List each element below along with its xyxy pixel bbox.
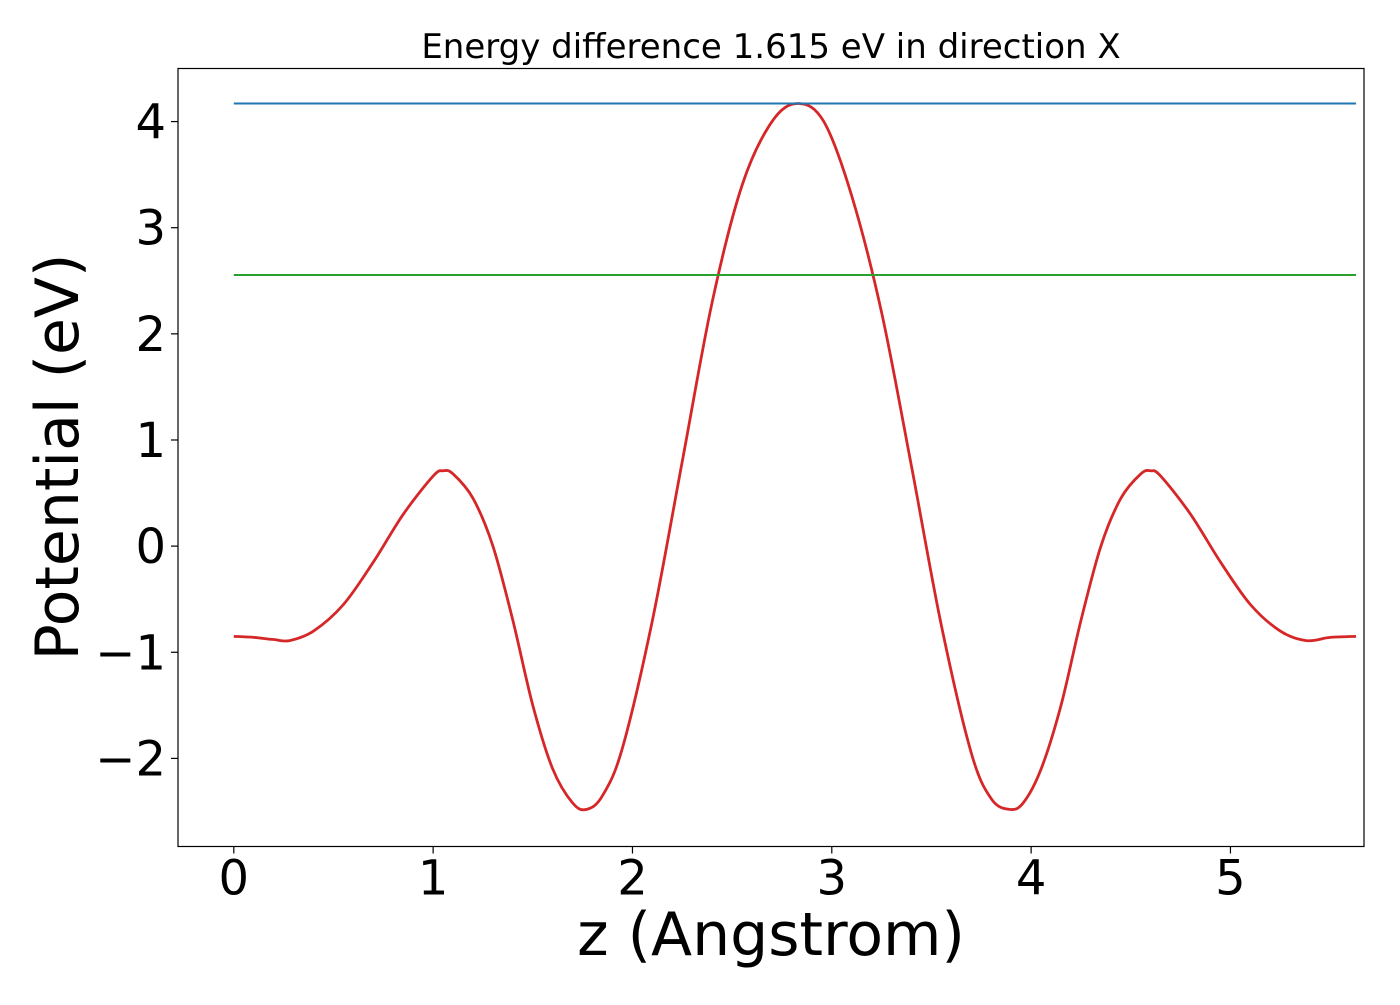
y-tick-label: 0 [135,519,166,575]
chart-title: Energy difference 1.615 eV in direction … [421,27,1120,67]
x-tick-label: 2 [617,851,648,907]
x-tick-label: 3 [817,851,848,907]
plot-frame [177,67,1365,848]
x-tick-label: 0 [219,851,250,907]
y-tick-label: 2 [135,307,166,363]
x-tick-label: 4 [1016,851,1047,907]
y-tick-label: −1 [95,625,166,681]
x-tick-label: 1 [418,851,449,907]
y-tick-label: 3 [135,201,166,257]
y-tick-label: 1 [135,413,166,469]
series-line-1 [233,102,1357,812]
x-axis-label: z (Angstrom) [577,900,965,970]
x-tick-label: 5 [1215,851,1246,907]
y-axis: −2 −1 0 1 2 3 4 [95,95,178,787]
series-layer [233,102,1357,812]
y-tick-label: −2 [95,731,166,787]
y-tick-label: 4 [135,95,166,151]
y-axis-label: Potential (eV) [23,254,93,661]
x-axis: 0 1 2 3 4 5 [219,846,1246,907]
